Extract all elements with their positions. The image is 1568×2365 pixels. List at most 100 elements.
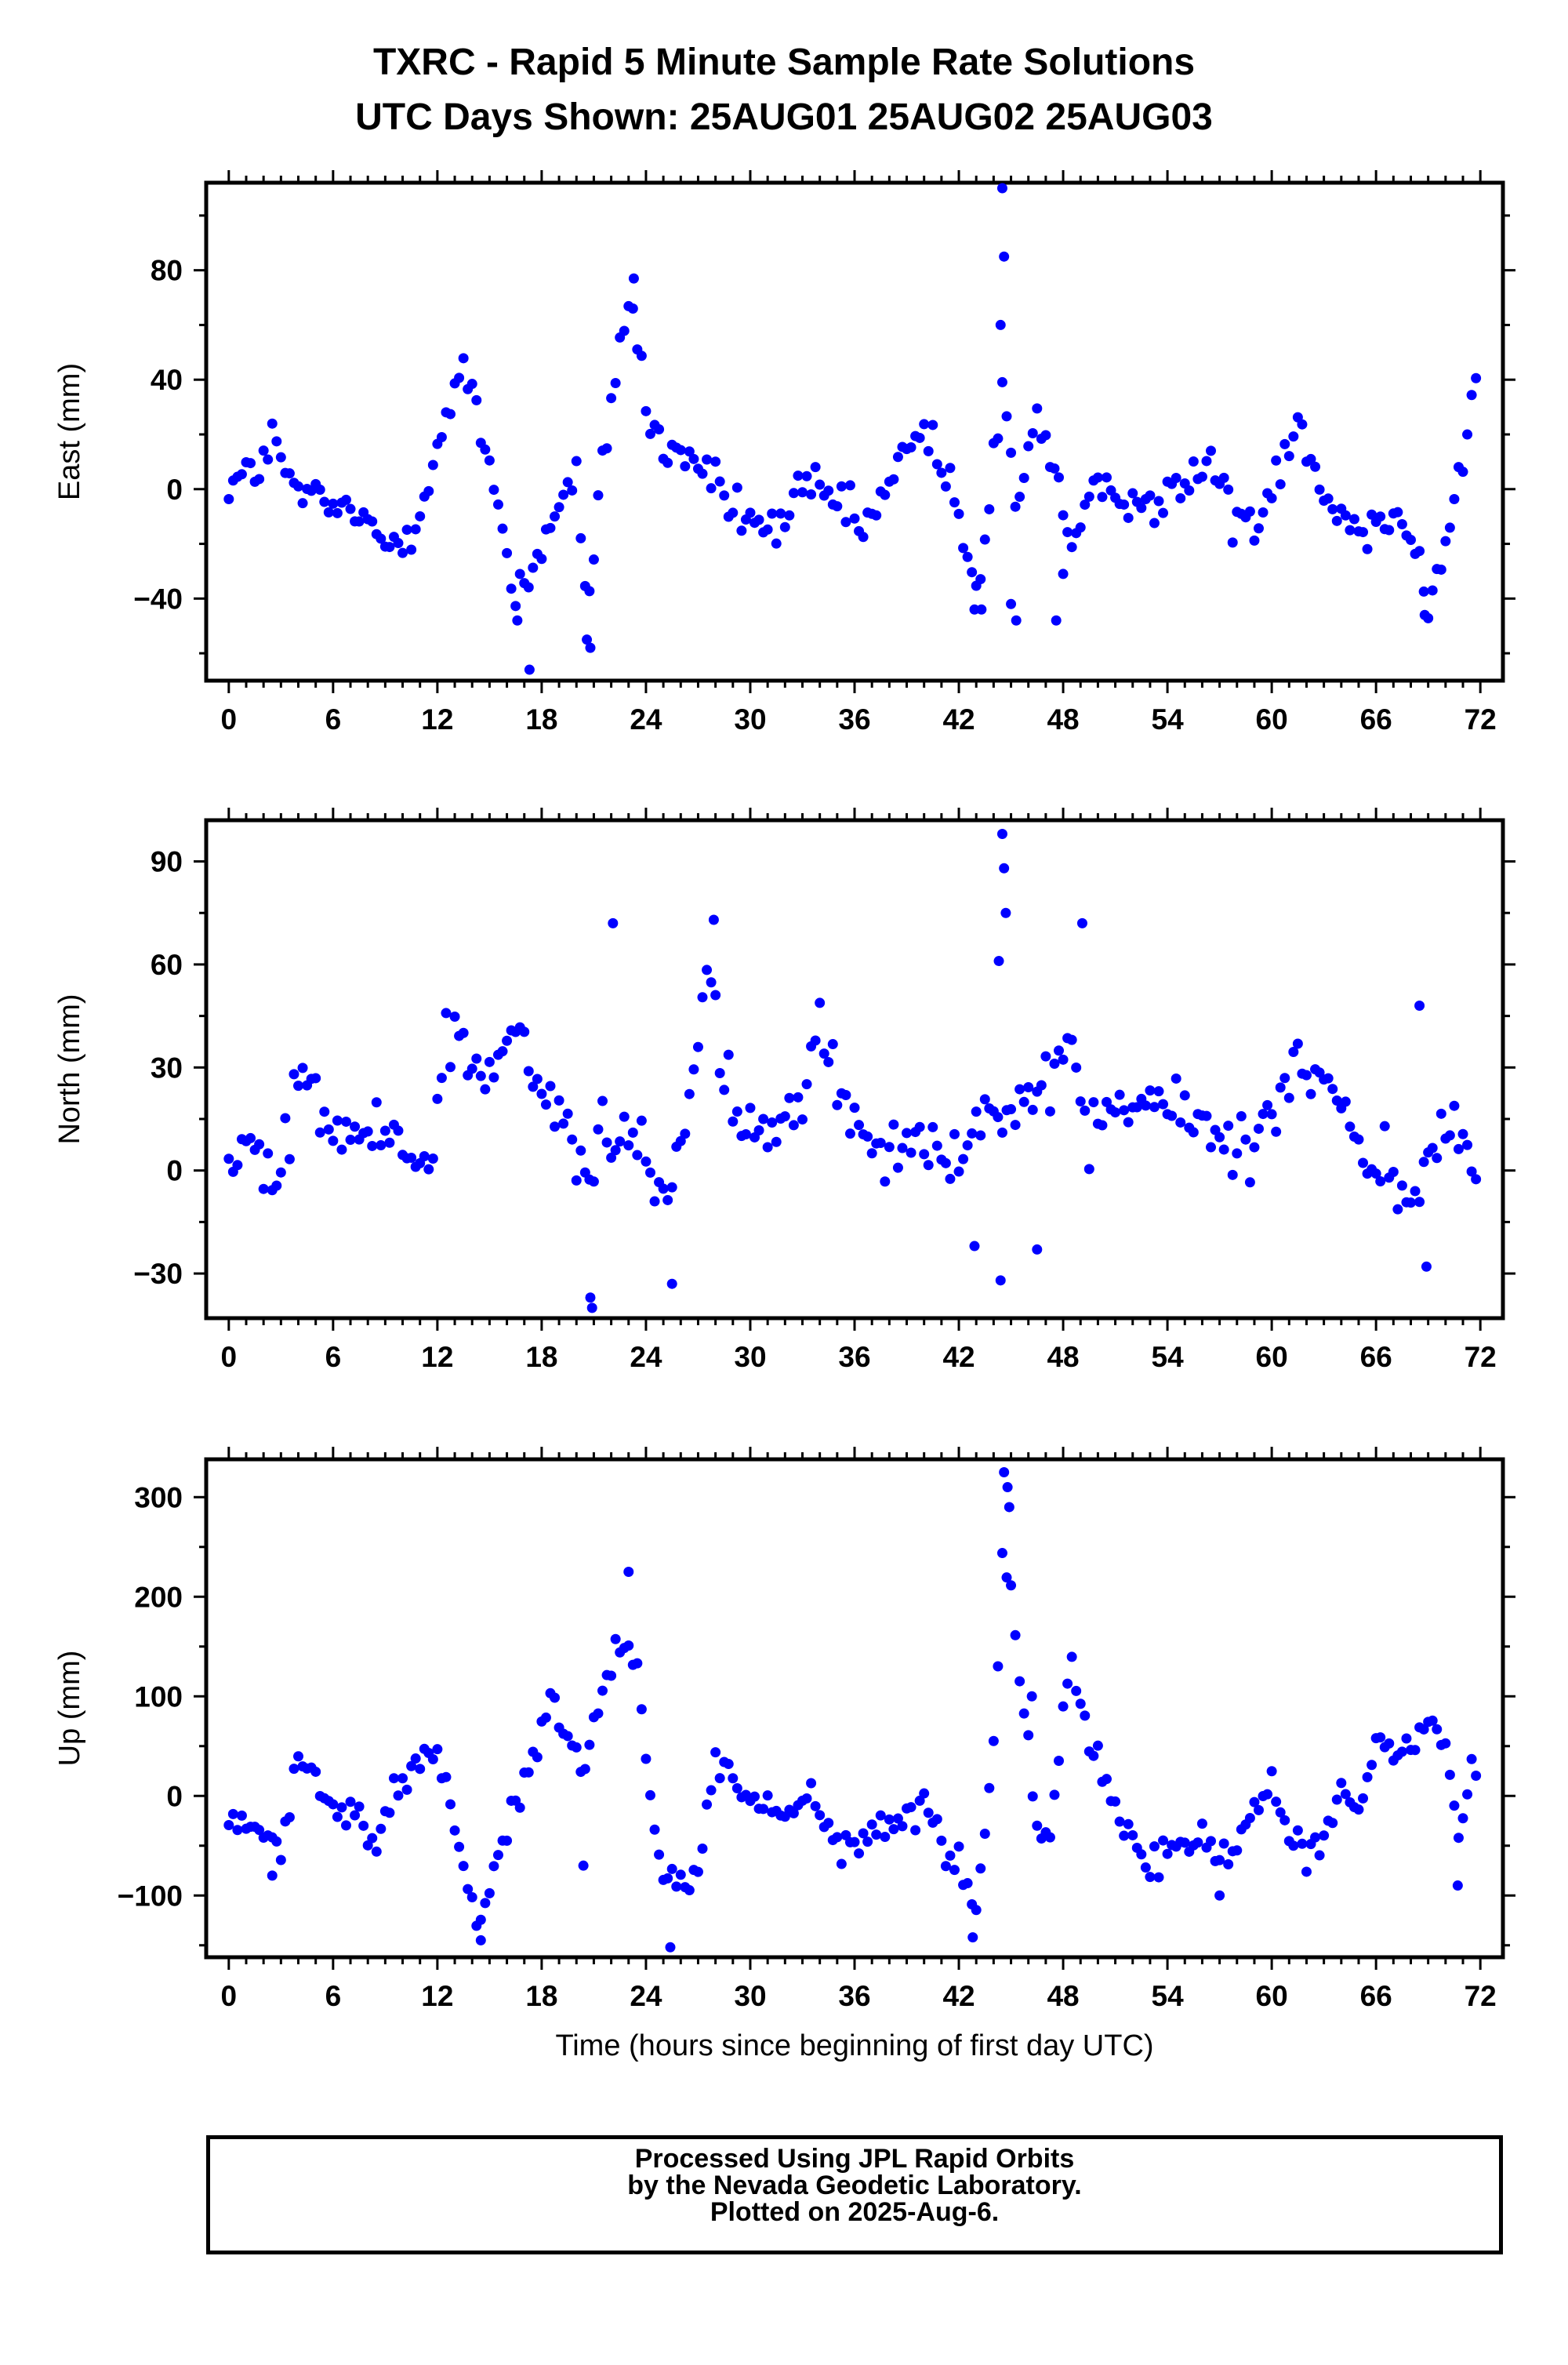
data-point-outlier <box>995 1275 1006 1286</box>
data-point <box>384 1137 395 1148</box>
y-tick-label: 100 <box>134 1680 183 1713</box>
data-point <box>958 543 969 554</box>
data-point <box>1001 1572 1012 1583</box>
data-point <box>466 1891 477 1902</box>
data-point <box>354 1801 365 1812</box>
data-point <box>844 1128 855 1139</box>
data-point <box>523 1767 534 1778</box>
data-point <box>1396 519 1407 530</box>
data-point <box>719 490 730 501</box>
data-point <box>449 1011 460 1022</box>
data-point <box>684 446 695 457</box>
data-point <box>801 1079 812 1090</box>
x-tick-label: 30 <box>734 1341 766 1373</box>
data-point <box>1062 527 1073 538</box>
data-point <box>767 508 778 519</box>
data-point <box>514 569 525 579</box>
y-tick-label: 60 <box>151 949 183 981</box>
data-point <box>723 1049 734 1060</box>
x-tick-label: 66 <box>1360 1341 1392 1373</box>
data-point <box>1401 1733 1412 1744</box>
data-point <box>641 405 652 416</box>
data-point <box>223 494 234 505</box>
data-point <box>1066 542 1077 553</box>
data-point <box>258 445 269 456</box>
data-point-outlier <box>586 1302 597 1313</box>
data-point <box>827 1039 838 1050</box>
data-point <box>762 1790 773 1801</box>
data-point <box>758 1113 769 1124</box>
data-point <box>358 1820 369 1831</box>
data-point <box>1301 1070 1312 1081</box>
data-point <box>619 325 630 336</box>
data-point <box>258 1183 269 1194</box>
data-point-outlier <box>969 1241 980 1252</box>
data-point-outlier <box>993 956 1004 967</box>
data-point <box>945 1173 956 1184</box>
data-point <box>862 1836 873 1847</box>
data-point <box>1384 1738 1395 1749</box>
y-tick-label: 0 <box>166 1780 183 1812</box>
data-point <box>436 432 447 443</box>
data-point <box>1036 1080 1047 1091</box>
data-point <box>810 1035 821 1046</box>
data-point <box>815 479 826 490</box>
data-point <box>788 488 799 499</box>
data-point <box>1023 1082 1034 1093</box>
data-point <box>1179 1090 1190 1101</box>
data-point <box>692 1866 703 1877</box>
data-point <box>528 1081 539 1092</box>
data-point <box>615 1136 626 1147</box>
y-tick-label: −40 <box>133 583 183 615</box>
data-point <box>1080 1105 1091 1116</box>
data-point <box>919 1149 930 1160</box>
data-point <box>675 1135 686 1146</box>
data-point <box>1410 1745 1421 1756</box>
data-point <box>567 1134 578 1145</box>
data-point <box>1453 1833 1464 1844</box>
data-point <box>919 1788 930 1799</box>
data-point <box>1145 490 1156 501</box>
data-point-outlier <box>665 1942 676 1953</box>
data-point <box>1418 586 1429 597</box>
data-point <box>880 1831 891 1842</box>
data-point <box>1196 1818 1207 1829</box>
data-point <box>892 1813 903 1824</box>
data-point <box>545 522 556 533</box>
data-point <box>1014 1084 1025 1095</box>
data-point <box>1305 1088 1316 1099</box>
data-point <box>1188 1127 1199 1138</box>
data-point <box>680 1128 691 1139</box>
data-point <box>597 1685 608 1696</box>
data-point <box>1054 1045 1065 1056</box>
x-tick-label: 60 <box>1256 703 1288 736</box>
data-point <box>271 436 282 447</box>
data-point <box>267 418 278 429</box>
data-point <box>328 1135 339 1146</box>
data-point <box>458 1861 469 1872</box>
x-tick-label: 24 <box>630 1341 662 1373</box>
data-point <box>423 485 434 496</box>
data-point <box>1140 1100 1151 1111</box>
data-point <box>1440 1738 1451 1749</box>
data-point <box>654 1849 665 1860</box>
data-point <box>1340 510 1351 521</box>
data-point <box>562 1108 573 1119</box>
data-point <box>949 1865 960 1876</box>
data-point <box>1123 1818 1134 1829</box>
data-point <box>1153 1086 1164 1097</box>
data-point <box>275 1167 286 1178</box>
data-point <box>1158 1835 1169 1846</box>
data-point <box>823 1056 834 1067</box>
panel-3: 0 6 12 18 24 30 36 42 48 54 60 66 72 −100 0 100 200 300 Up… <box>53 1447 1515 2062</box>
x-tick-label: 24 <box>630 703 662 736</box>
data-point <box>1044 1106 1055 1117</box>
y-tick-label: 80 <box>151 255 183 287</box>
data-point <box>988 1735 999 1746</box>
data-point <box>671 1881 682 1892</box>
data-point <box>975 1863 986 1874</box>
data-point <box>849 1103 860 1113</box>
data-point <box>1083 1164 1094 1175</box>
data-point <box>423 1164 434 1175</box>
data-point <box>328 498 339 509</box>
